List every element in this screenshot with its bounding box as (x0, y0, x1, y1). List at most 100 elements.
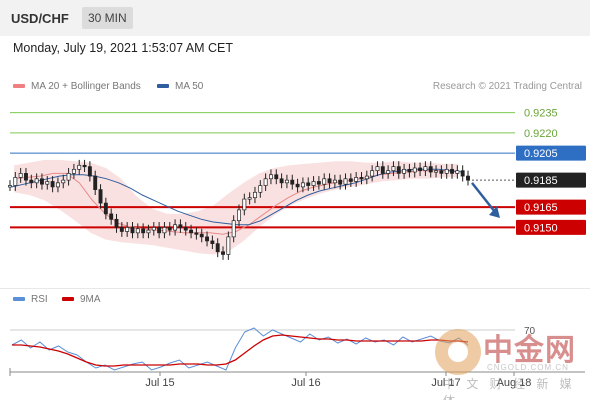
price-series (8, 159, 470, 260)
price-candle (215, 243, 220, 253)
price-candle (18, 173, 23, 178)
legend-ma20: MA 20 + Bollinger Bands (13, 81, 141, 92)
legend-rsi-swatch (13, 297, 25, 302)
legend-ma20-swatch (13, 84, 25, 89)
watermark-disc-icon (435, 329, 481, 375)
price-candle (450, 168, 454, 174)
rsi-chart[interactable]: 70 Jul 15 Jul 16 Jul 17 Aug 18 (0, 308, 590, 398)
price-candle (205, 236, 209, 242)
legend-9ma-label: 9MA (80, 294, 101, 305)
price-candle (231, 220, 236, 238)
price-candle (183, 227, 188, 231)
price-candle (380, 166, 385, 174)
price-candle (82, 164, 87, 168)
price-candle (434, 170, 438, 173)
header-bar: USD/CHF 30 MIN (0, 0, 590, 36)
rsi-series: 70 (10, 326, 536, 371)
price-candle (221, 251, 225, 255)
legend-ma20-label: MA 20 + Bollinger Bands (31, 81, 141, 92)
panel-divider (0, 288, 590, 289)
price-candle (284, 179, 289, 184)
price-level-tag (516, 199, 586, 215)
price-candle (226, 236, 231, 255)
legend-rsi-label: RSI (31, 294, 48, 305)
price-candle (439, 170, 444, 174)
price-candle (396, 166, 401, 174)
x-axis: Jul 15 Jul 16 Jul 17 Aug 18 (9, 368, 585, 389)
legend-ma50-label: MA 50 (175, 81, 204, 92)
price-candle (343, 178, 348, 185)
price-candle (13, 177, 18, 186)
price-candle (162, 227, 167, 234)
price-candle (146, 229, 151, 234)
price-candle (279, 178, 284, 184)
price-candle (295, 183, 300, 188)
price-candle (311, 181, 316, 186)
price-level-label: 0.9205 (524, 148, 558, 160)
price-candle (242, 198, 247, 211)
price-candle (55, 182, 60, 188)
price-candle (40, 178, 44, 185)
price-candle (402, 168, 407, 174)
price-candle (109, 213, 114, 220)
research-credit: Research © 2021 Trading Central (432, 81, 582, 92)
price-candle (444, 168, 449, 174)
price-candle (178, 224, 183, 228)
rsi-ma9-line (12, 334, 469, 367)
legend-ma50: MA 50 (157, 81, 203, 92)
price-levels (10, 112, 515, 229)
price-candle (338, 179, 343, 185)
price-candle (173, 224, 178, 231)
price-candle (125, 227, 130, 232)
price-candle (253, 191, 257, 199)
price-candle (29, 179, 34, 184)
price-candle (194, 232, 199, 235)
price-candle (258, 185, 263, 193)
price-candle (119, 227, 124, 232)
watermark-sub: 中 文 财 经 新 媒 体 (443, 377, 576, 400)
price-candle (45, 181, 50, 185)
price-candle (327, 178, 332, 184)
price-candle (93, 175, 98, 190)
price-candle (8, 185, 12, 188)
price-level-label: 0.9150 (524, 222, 558, 234)
ma20-line (13, 170, 459, 235)
price-candle (157, 227, 162, 234)
x-tick-label: Jul 17 (431, 377, 460, 389)
legend-ma50-swatch (157, 84, 169, 89)
instrument-name: USD/CHF (11, 11, 69, 26)
price-candle (316, 181, 321, 185)
price-candle (98, 189, 103, 204)
price-candle (455, 170, 460, 174)
price-candle (61, 179, 66, 184)
x-tick-label: Aug 18 (497, 377, 532, 389)
legend-9ma-swatch (62, 297, 74, 302)
price-candle (359, 177, 364, 180)
price-chart[interactable]: 0.9235 0.9220 0.9205 0.9185 0.9165 0.9150 (0, 95, 590, 295)
price-candle (269, 174, 273, 180)
price-level-tag (516, 145, 586, 161)
forecast-arrow (471, 182, 500, 218)
price-candle (418, 167, 423, 172)
price-level-label: 0.9220 (524, 128, 558, 140)
price-candle (87, 166, 92, 177)
timeframe-button[interactable]: 30 MIN (82, 7, 133, 29)
price-candle (460, 170, 465, 177)
price-candle (130, 227, 135, 234)
price-candle (412, 167, 417, 173)
price-candle (114, 218, 119, 228)
price-candle (391, 166, 396, 172)
price-candle (199, 233, 204, 238)
price-level-tag (516, 172, 586, 188)
price-candle (306, 182, 311, 186)
price-candle (66, 173, 71, 181)
price-candle (370, 170, 375, 177)
price-level-tags: 0.9235 0.9220 0.9205 0.9185 0.9165 0.9150 (516, 108, 586, 235)
price-level-label: 0.9185 (524, 175, 558, 187)
price-candle (407, 168, 412, 173)
forecast-arrow-shaft (471, 182, 496, 213)
price-candle (167, 227, 172, 231)
price-candle (237, 209, 241, 222)
price-candle (77, 164, 82, 170)
price-candle (135, 228, 140, 234)
